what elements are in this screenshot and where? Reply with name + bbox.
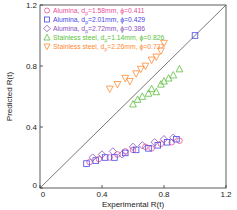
legend-marker [45, 8, 50, 13]
point [98, 151, 105, 158]
diagonal-line [40, 5, 226, 188]
point [142, 63, 149, 69]
legend-text-part: Alumina, d [53, 25, 85, 32]
legend-text-part: =2.01mm, ϕ=0.429 [88, 16, 145, 24]
x-tick-label: 1.2 [220, 190, 232, 199]
series-0 [87, 138, 183, 165]
y-axis-label: Predicted R(t) [5, 71, 14, 121]
point [119, 151, 126, 158]
point [139, 93, 146, 99]
x-tick [40, 185, 41, 188]
legend-text-part: Stainless steel, d [53, 43, 105, 50]
point [109, 148, 116, 155]
point [148, 85, 155, 91]
series-3 [130, 65, 183, 107]
legend-label: Alumina, dp=2.01mm, ϕ=0.429 [53, 16, 145, 25]
x-tick-label: 0.4 [96, 190, 108, 199]
legend: Alumina, dp=1.58mm, ϕ=0.411Alumina, dp=2… [44, 7, 165, 52]
point [112, 155, 118, 161]
y-tick [40, 127, 43, 128]
x-tick [164, 185, 165, 188]
series-4 [106, 40, 167, 92]
legend-text-part: =1.14mm, ϕ=0.826 [107, 34, 164, 42]
point [137, 66, 144, 72]
point [139, 142, 146, 149]
point [129, 143, 136, 150]
legend-label: Alumina, dp=1.58mm, ϕ=0.411 [53, 7, 145, 16]
point [160, 136, 167, 143]
point [170, 72, 177, 78]
point [133, 71, 140, 77]
point [114, 82, 121, 88]
point [170, 134, 177, 141]
point [130, 100, 137, 106]
plot-area [40, 5, 226, 188]
legend-text-part: =1.58mm, ϕ=0.411 [88, 7, 145, 15]
legend-marker [44, 34, 50, 40]
legend-label: Stainless steel, dp=1.14mm, ϕ=0.826 [53, 34, 164, 43]
series-1 [84, 33, 198, 167]
y-tick-label: 0.4 [26, 123, 38, 132]
y-tick-label: 0 [33, 181, 38, 190]
legend-marker [44, 25, 51, 32]
legend-text-part: =2.26mm, ϕ=0.737 [107, 43, 164, 51]
point [153, 54, 160, 60]
y-tick [40, 66, 43, 67]
legend-marker [44, 44, 50, 50]
plot-frame [40, 5, 226, 188]
y-tick [40, 5, 43, 6]
x-axis-label: Experimental R(t) [102, 200, 165, 209]
x-tick [226, 185, 227, 188]
y-tick-label: 0.8 [26, 62, 38, 71]
x-tick-label: 0.8 [158, 190, 170, 199]
point [176, 65, 183, 71]
legend-label: Stainless steel, dp=2.26mm, ϕ=0.737 [53, 43, 164, 52]
point [148, 57, 155, 63]
legend-marker [45, 17, 50, 22]
legend-label: Alumina, dp=2.72mm, ϕ=0.386 [53, 25, 145, 34]
legend-text-part: Alumina, d [53, 16, 85, 23]
y-tick-label: 1.2 [26, 1, 38, 10]
point [153, 88, 160, 94]
y-tick [40, 188, 43, 189]
point [127, 78, 134, 84]
point [151, 139, 158, 146]
series-2 [89, 134, 177, 161]
point [84, 161, 90, 167]
point [146, 146, 152, 152]
point [192, 33, 198, 39]
legend-text-part: =2.72mm, ϕ=0.386 [88, 25, 145, 33]
point [106, 86, 113, 92]
chart: 0 0.4 0.8 1.2 0 0.4 0.8 1.2 Experimental R(t) Pre… [0, 0, 237, 210]
legend-text-part: Stainless steel, d [53, 34, 105, 41]
x-tick [102, 185, 103, 188]
legend-text-part: Alumina, d [53, 7, 85, 14]
x-tick-label: 0 [41, 190, 46, 199]
point [89, 154, 96, 161]
